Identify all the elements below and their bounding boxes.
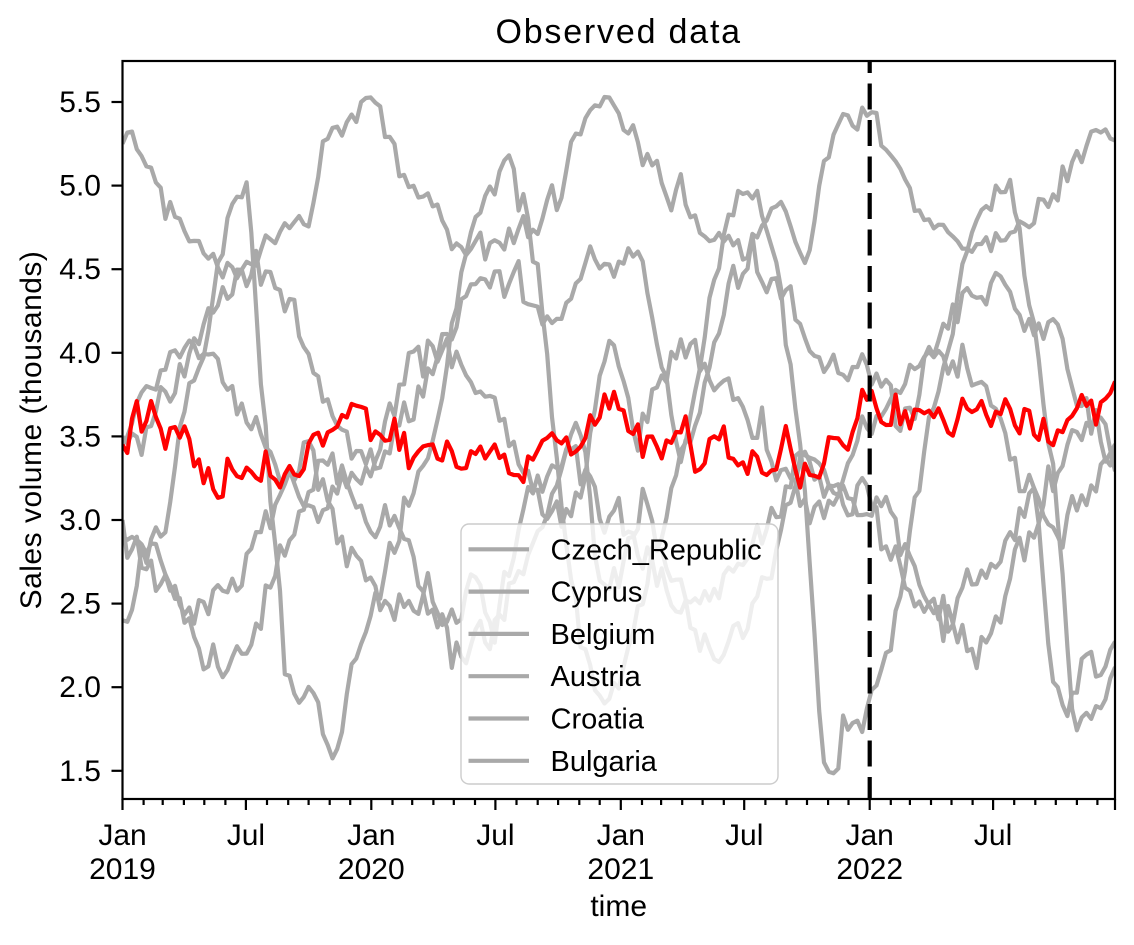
svg-text:2.5: 2.5 (59, 588, 101, 621)
svg-text:Czech_Republic: Czech_Republic (551, 534, 762, 566)
svg-text:3.0: 3.0 (59, 504, 101, 537)
svg-text:2019: 2019 (89, 853, 156, 886)
svg-text:3.5: 3.5 (59, 420, 101, 453)
svg-text:Jul: Jul (725, 819, 763, 852)
svg-text:4.0: 4.0 (59, 337, 101, 370)
svg-text:4.5: 4.5 (59, 253, 101, 286)
svg-text:Observed data: Observed data (495, 13, 741, 51)
svg-text:5.0: 5.0 (59, 170, 101, 203)
svg-text:Jan: Jan (846, 819, 894, 852)
svg-text:Austria: Austria (551, 661, 642, 693)
svg-text:5.5: 5.5 (59, 86, 101, 119)
svg-text:Jul: Jul (476, 819, 514, 852)
svg-text:Jan: Jan (98, 819, 146, 852)
svg-text:2021: 2021 (587, 853, 654, 886)
svg-text:1.5: 1.5 (59, 755, 101, 788)
svg-text:Jul: Jul (227, 819, 265, 852)
svg-text:Jan: Jan (347, 819, 395, 852)
svg-text:Croatia: Croatia (551, 704, 645, 736)
svg-text:time: time (590, 890, 647, 923)
svg-text:Jul: Jul (974, 819, 1012, 852)
svg-text:2020: 2020 (338, 853, 405, 886)
svg-text:Jan: Jan (597, 819, 645, 852)
svg-text:Sales volume (thousands): Sales volume (thousands) (15, 251, 48, 610)
svg-text:Belgium: Belgium (551, 619, 656, 651)
svg-text:2022: 2022 (836, 853, 903, 886)
svg-text:2.0: 2.0 (59, 671, 101, 704)
svg-text:Bulgaria: Bulgaria (551, 746, 658, 778)
svg-text:Cyprus: Cyprus (551, 577, 643, 609)
